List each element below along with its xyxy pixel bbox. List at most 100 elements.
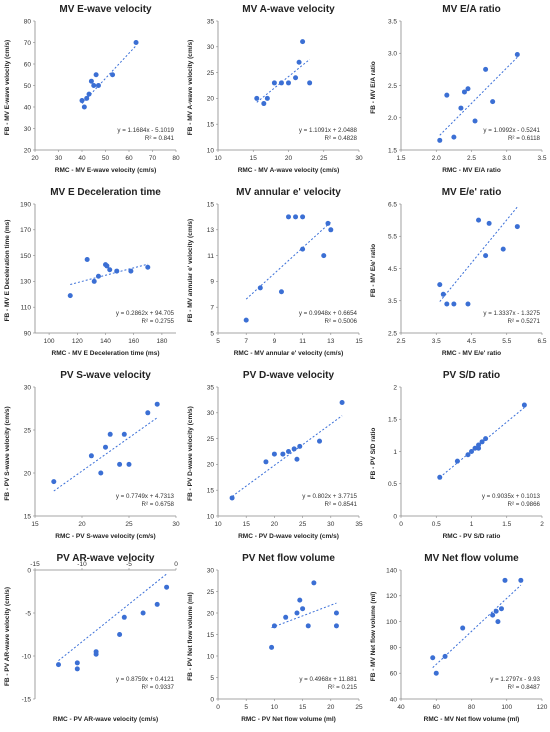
chart-panel: MV A-wave velocity 10 15 20 25 30 10 15 20 25 30 35… [183, 0, 366, 183]
data-point [321, 253, 327, 259]
y-tick-label: 15 [207, 201, 215, 208]
trendline [231, 415, 343, 497]
y-tick-label: 0.5 [388, 481, 397, 488]
data-point [84, 256, 90, 262]
data-point [333, 623, 339, 629]
x-tick-label: 100 [501, 704, 512, 711]
data-point [271, 80, 277, 86]
data-point [117, 632, 123, 637]
data-point [502, 577, 508, 583]
data-point [145, 264, 151, 270]
x-tick-label: 30 [172, 521, 180, 528]
y-tick-label: 170 [20, 227, 31, 234]
y-tick-label: 15 [207, 632, 215, 639]
data-point [437, 474, 443, 480]
chart-svg: MV E-wave velocity 20 30 40 50 60 70 80 20 30 40 50… [4, 4, 180, 174]
data-point [521, 402, 527, 408]
data-point [430, 655, 436, 661]
y-tick-label: 2.5 [388, 330, 397, 337]
chart-svg: MV E Deceleration time 100 120 140 160 180 90 1… [4, 187, 176, 357]
data-point [440, 291, 446, 297]
y-tick-label: 5 [210, 675, 214, 682]
x-tick-label: 40 [78, 155, 86, 162]
data-point [81, 104, 87, 110]
data-point [451, 134, 457, 140]
data-point [469, 449, 474, 454]
y-tick-label: 40 [390, 696, 398, 703]
chart-panel: PV AR-wave velocity -15 -10 -5 0 0 -5 -10 -15 RMC… [0, 549, 183, 732]
x-tick-label: 30 [327, 521, 335, 528]
y-tick-label: 2.5 [388, 83, 397, 90]
y-tick-label: 1 [393, 449, 397, 456]
chart-panel: MV annular e' velocity 5 7 9 11 13 15 5 7 9 11 13 15… [183, 183, 366, 366]
data-point [243, 317, 249, 323]
data-point [465, 452, 471, 458]
y-tick-label: 15 [207, 488, 215, 495]
data-point [67, 293, 73, 299]
y-tick-label: 13 [207, 227, 215, 234]
data-point [317, 438, 323, 444]
chart-panel: MV E Deceleration time 100 120 140 160 180 90 1… [0, 183, 183, 366]
chart-panel: PV S-wave velocity 15 20 25 30 15 20 25 30 RMC - … [0, 366, 183, 549]
data-point [498, 606, 504, 612]
r-squared-label: R² = 0.9866 [507, 501, 540, 508]
x-tick-label: 3.0 [502, 155, 511, 162]
r-squared-label: R² = 0.8487 [507, 684, 540, 691]
chart-svg: PV S-wave velocity 15 20 25 30 15 20 25 30 RMC - … [4, 370, 180, 540]
chart-svg: MV A-wave velocity 10 15 20 25 30 10 15 20 25 30 35… [187, 4, 363, 174]
y-tick-label: 10 [207, 513, 215, 520]
chart-svg: MV Net flow volume 40 60 80 100 120 40 60 80 100 1… [370, 553, 548, 723]
x-tick-label: 2.0 [432, 155, 441, 162]
y-tick-label: 20 [24, 470, 32, 477]
y-tick-label: 20 [207, 96, 215, 103]
data-point [339, 399, 345, 405]
x-tick-label: 13 [327, 338, 335, 345]
data-point [88, 453, 94, 459]
data-point [444, 92, 450, 98]
data-point [263, 459, 269, 465]
data-point [291, 446, 297, 452]
x-tick-label: 15 [355, 338, 363, 345]
data-point [307, 80, 313, 86]
data-point [293, 75, 299, 81]
chart-title: PV Net flow volume [242, 553, 335, 564]
chart-title: MV E-wave velocity [59, 4, 152, 15]
x-axis-title: RMC - MV Net flow volume (ml) [424, 716, 520, 723]
data-point [269, 644, 275, 650]
data-point [476, 217, 482, 223]
data-point [483, 253, 489, 259]
x-tick-label: 40 [397, 704, 405, 711]
x-axis-title: RMC - MV E-wave velocity (cm/s) [55, 167, 157, 174]
data-point [437, 282, 443, 288]
y-axis-title: FB - PV D-wave velocity (cm/s) [187, 406, 194, 501]
y-tick-label: 35 [207, 384, 215, 391]
y-tick-label: 2 [393, 384, 397, 391]
y-tick-label: 30 [24, 126, 32, 133]
x-tick-label: 9 [273, 338, 277, 345]
data-point [444, 301, 450, 307]
x-tick-label: 11 [299, 338, 306, 345]
data-point [56, 662, 61, 668]
equation-label: y = 0.7749x + 4.7313 [116, 493, 175, 500]
x-tick-label: 10 [214, 155, 222, 162]
y-tick-label: 10 [207, 147, 215, 154]
x-axis-title: RMC - PV D-wave velocity (cm/s) [238, 533, 339, 540]
data-point [271, 623, 277, 629]
y-tick-label: 80 [24, 18, 32, 25]
trendline [439, 206, 518, 302]
data-point [110, 72, 116, 78]
data-point [433, 670, 439, 676]
x-tick-label: 30 [355, 155, 363, 162]
data-point [458, 105, 464, 111]
data-point [294, 610, 300, 616]
y-tick-label: 90 [24, 330, 32, 337]
data-point [297, 597, 303, 603]
x-tick-label: 6.5 [537, 338, 546, 345]
data-point [51, 479, 57, 485]
data-point [91, 83, 97, 88]
x-tick-label: 25 [125, 521, 133, 528]
chart-title: MV E Deceleration time [50, 187, 161, 198]
y-tick-label: 25 [24, 427, 32, 434]
x-tick-label: 30 [55, 155, 63, 162]
